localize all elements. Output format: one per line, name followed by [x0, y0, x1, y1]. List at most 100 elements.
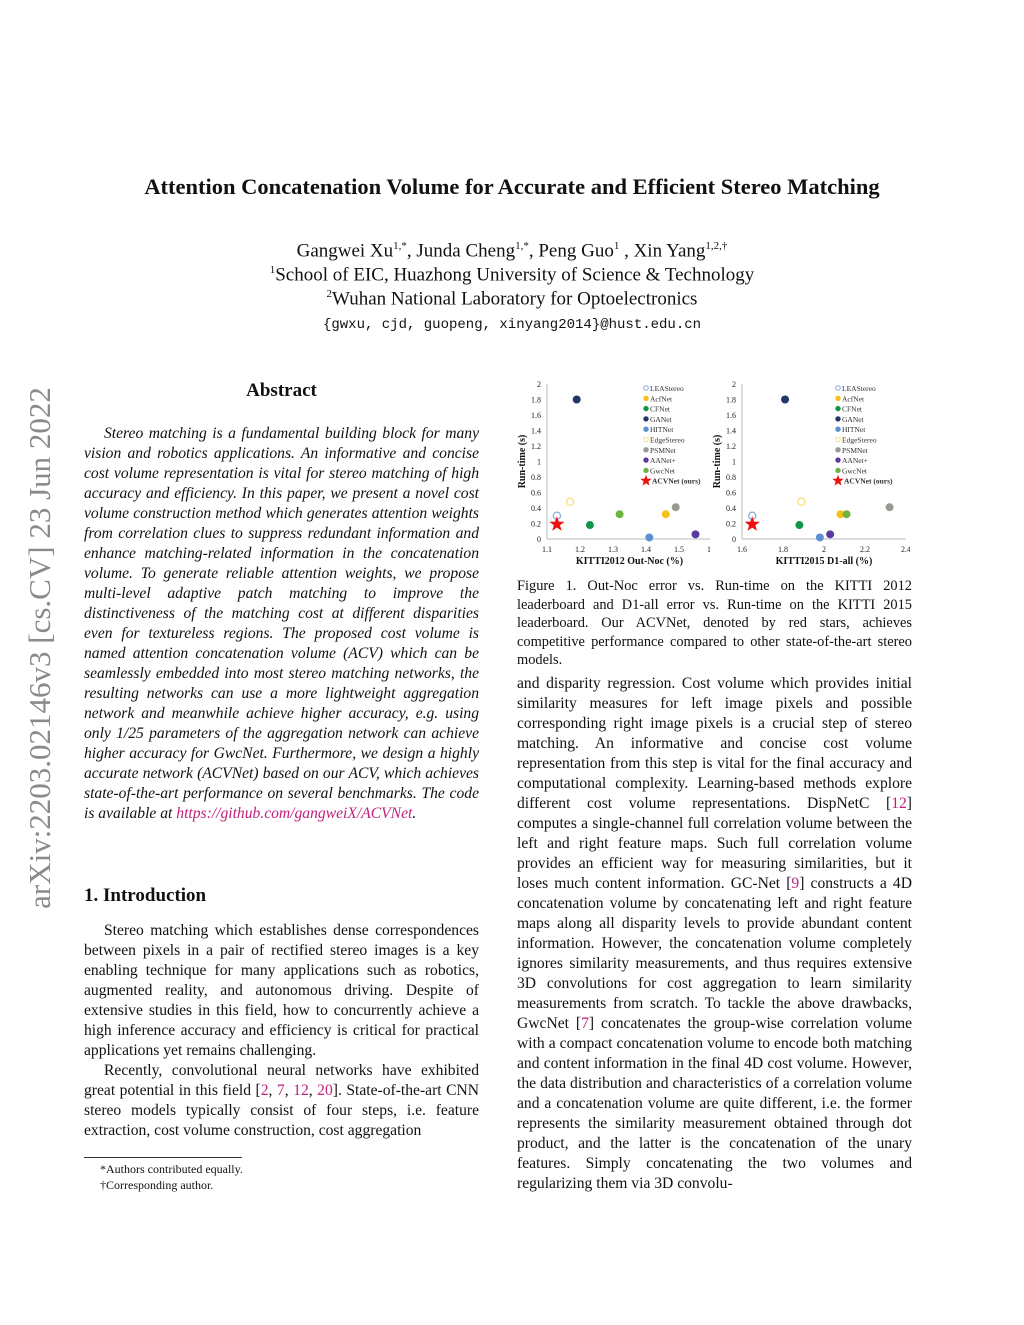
citation-link[interactable]: 12 — [891, 795, 907, 812]
data-point — [885, 503, 894, 512]
code-link[interactable]: https://github.com/gangweiX/ACVNet — [176, 805, 413, 822]
legend-marker — [835, 405, 841, 412]
author-emails: {gwxu, cjd, guopeng, xinyang2014}@hust.e… — [322, 317, 702, 333]
affiliation: 1School of EIC, Huazhong University of S… — [0, 264, 1024, 286]
legend-label: LEAStereo — [842, 384, 876, 393]
data-point — [565, 497, 575, 507]
x-tick-label: 2 — [822, 545, 826, 554]
data-point — [691, 530, 700, 539]
y-tick-label: 0 — [732, 535, 736, 544]
x-axis-label: KITTI2012 Out-Noc (%) — [576, 556, 683, 567]
legend-marker — [835, 436, 841, 443]
legend-label: HITNet — [842, 425, 866, 434]
legend-marker — [835, 426, 841, 432]
data-point — [826, 530, 835, 539]
legend-label: PSMNet — [842, 446, 869, 455]
abstract-body: Stereo matching is a fundamental buildin… — [84, 424, 479, 824]
author-sup: 1,* — [515, 240, 529, 252]
x-tick-label: 1.1 — [542, 545, 552, 554]
legend-marker — [835, 457, 841, 463]
legend-label: CFNet — [650, 405, 671, 414]
y-tick-label: 1.2 — [531, 442, 541, 451]
data-point — [842, 510, 851, 519]
author: Xin Yang — [633, 240, 706, 262]
affiliation-text: Wuhan National Laboratory for Optoelectr… — [332, 288, 698, 310]
x-tick-label: 1.4 — [641, 545, 651, 554]
data-point — [795, 521, 804, 530]
data-point-star — [549, 516, 565, 531]
x-tick-label: 1.2 — [575, 545, 585, 554]
citation-link[interactable]: 7 — [581, 1015, 589, 1032]
scatter-chart-kitti2015: 0 0.2 0.4 0.6 0.8 1 1.2 1.4 1.6 1.8 2 1.6 1.8 2 2.2 2.4… — [712, 380, 910, 567]
affiliation: 2Wuhan National Laboratory for Optoelect… — [0, 288, 1024, 310]
y-tick-label: 1 — [537, 458, 541, 467]
legend-label: GwcNet — [842, 466, 868, 475]
y-tick-label: 0.6 — [531, 489, 541, 498]
intro-heading: 1. Introduction — [84, 885, 207, 906]
y-tick-label: 0.4 — [531, 504, 541, 513]
citation-link[interactable]: 2 — [260, 1082, 269, 1099]
legend-label: PSMNet — [650, 446, 677, 455]
legend-label: ACVNet (ours) — [652, 477, 701, 486]
text: ] constructs a 4D concatenation volume b… — [517, 875, 912, 1032]
legend-label: GANet — [650, 415, 673, 424]
legend-label: HITNet — [650, 425, 674, 434]
x-tick-label: 2.4 — [901, 545, 910, 554]
legend-marker — [643, 395, 649, 401]
legend-label: GwcNet — [650, 466, 676, 475]
legend-label: LEAStereo — [650, 384, 684, 393]
x-tick-label: 1.8 — [778, 545, 788, 554]
citation-link[interactable]: 9 — [791, 875, 800, 892]
data-point — [781, 395, 790, 404]
figure-caption: Figure 1. Out-Noc error vs. Run-time on … — [517, 578, 912, 668]
citation-link[interactable]: 7 — [276, 1082, 285, 1099]
author: Gangwei Xu — [296, 240, 394, 262]
scatter-chart-kitti2012: 0 0.2 0.4 0.6 0.8 1 1.2 1.4 1.6 1.8 2 1.1 1.2 1.3 1.4 1… — [517, 380, 710, 567]
data-point — [661, 510, 670, 519]
legend-label: AANet+ — [842, 456, 868, 465]
legend-label: CFNet — [842, 405, 863, 414]
footnote: *Authors contributed equally. — [100, 1162, 243, 1176]
author: Peng Guo — [538, 240, 614, 262]
paper-title: Attention Concatenation Volume for Accur… — [144, 174, 880, 199]
y-tick-label: 1.8 — [726, 396, 736, 405]
author-sup: 1,2,† — [705, 240, 728, 252]
y-tick-label: 0.6 — [726, 489, 736, 498]
legend-label: GANet — [842, 415, 865, 424]
author-list: Gangwei Xu1,*, Junda Cheng1,*, Peng Guo1… — [296, 240, 728, 262]
x-tick-label: 1.6 — [707, 545, 710, 554]
x-tick-label: 1.3 — [608, 545, 618, 554]
citation-link[interactable]: 12 — [293, 1082, 309, 1099]
text: ]. State-of-the-art CNN stereo models ty… — [84, 1082, 480, 1139]
data-point — [815, 533, 824, 542]
y-tick-label: 0.4 — [726, 504, 736, 513]
affiliation-text: School of EIC, Huazhong University of Sc… — [275, 264, 755, 286]
y-tick-label: 0.8 — [531, 473, 541, 482]
citation-link[interactable]: 20 — [317, 1082, 333, 1099]
right-column-body: and disparity regression. Cost volume wh… — [517, 674, 912, 1194]
legend-label: EdgeStereo — [842, 436, 877, 445]
y-tick-label: 1.2 — [726, 442, 736, 451]
footnote-divider — [84, 1157, 242, 1158]
y-tick-label: 1.6 — [531, 411, 541, 420]
legend-label: AcfNet — [842, 394, 865, 403]
text: ] concatenates the group-wise correlatio… — [517, 1015, 912, 1192]
y-tick-label: 0 — [537, 535, 541, 544]
legend-marker — [835, 416, 841, 422]
x-tick-label: 2.2 — [860, 545, 870, 554]
legend-marker — [835, 395, 841, 401]
text: and disparity regression. Cost volume wh… — [517, 675, 912, 812]
footnote: †Corresponding author. — [100, 1178, 214, 1192]
y-axis-label: Run-time (s) — [712, 435, 723, 489]
legend-marker — [835, 447, 841, 453]
legend-marker — [643, 416, 649, 422]
author-sup: 1,* — [393, 240, 407, 252]
legend-marker — [643, 447, 649, 453]
abstract-end: . — [412, 805, 417, 822]
legend-marker — [835, 467, 841, 474]
data-point — [585, 521, 594, 530]
legend-marker — [643, 405, 649, 412]
intro-paragraph: Stereo matching which establishes dense … — [84, 922, 479, 1059]
data-point — [572, 395, 581, 404]
legend-marker — [643, 457, 649, 463]
